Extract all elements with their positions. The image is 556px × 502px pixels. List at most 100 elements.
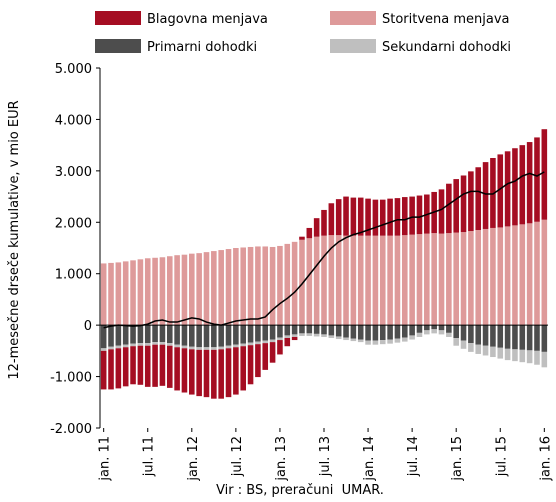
bar [233, 248, 239, 326]
bar [255, 344, 261, 378]
bar [321, 334, 327, 337]
bar [240, 346, 247, 391]
y-tick-label: 0 [84, 319, 92, 334]
bar [233, 344, 239, 348]
bar [468, 231, 474, 326]
bar [196, 325, 202, 348]
bar [482, 228, 489, 326]
bar [284, 338, 291, 347]
bar [475, 167, 482, 230]
bar [233, 325, 239, 345]
bar [218, 325, 224, 347]
bar [475, 230, 482, 326]
bar [321, 209, 327, 236]
bar [328, 235, 335, 326]
bar [218, 250, 224, 326]
bar [482, 162, 489, 229]
bar [431, 329, 437, 334]
bar [269, 246, 276, 326]
y-axis-title: 12-mesečne drseče kumulative, v mio EUR [7, 100, 22, 379]
bar [387, 235, 393, 326]
y-tick-label: 1.000 [55, 268, 92, 283]
bar [335, 336, 342, 340]
bar [512, 148, 518, 226]
bar [284, 335, 291, 338]
bar [512, 225, 518, 326]
bar [196, 253, 202, 326]
bar [453, 232, 459, 326]
bar [269, 342, 276, 363]
bar [108, 349, 114, 390]
bar [122, 347, 129, 387]
bar [512, 349, 518, 362]
bar [372, 340, 379, 345]
x-tick-label: jul. 14 [406, 436, 421, 477]
bar [137, 345, 144, 385]
bar [211, 325, 217, 348]
bar [225, 348, 232, 398]
bar [255, 341, 261, 345]
bar [115, 325, 122, 346]
bar [291, 325, 298, 335]
bar [218, 346, 224, 350]
bar [401, 337, 408, 342]
bar [174, 325, 180, 345]
bar [372, 325, 379, 341]
bar [115, 345, 122, 349]
legend-swatch [95, 39, 141, 53]
bar [365, 340, 371, 345]
y-tick-label: 3.000 [55, 165, 92, 180]
bar [416, 332, 423, 337]
bar [409, 196, 415, 235]
bar [343, 196, 349, 236]
bar [512, 325, 518, 350]
bar [100, 263, 107, 326]
bar [372, 235, 379, 326]
bar [350, 197, 357, 236]
bar [196, 349, 202, 397]
bar [460, 325, 467, 341]
bar [475, 325, 482, 345]
bar [357, 325, 364, 340]
x-tick-label: jul. 15 [494, 436, 509, 477]
legend-label: Blagovna menjava [147, 12, 268, 27]
bar [438, 330, 445, 335]
bar [144, 345, 151, 387]
bar [247, 325, 254, 343]
bar [335, 235, 342, 326]
bar [189, 346, 195, 350]
bar [453, 179, 459, 233]
bar [159, 342, 166, 345]
bar [181, 325, 188, 346]
y-tick-label: -2.000 [50, 422, 92, 437]
bar [357, 339, 364, 343]
bar [122, 344, 129, 348]
x-tick-label: jul. 11 [142, 436, 157, 477]
bar [313, 333, 320, 337]
bar [335, 199, 342, 236]
bar [225, 345, 232, 349]
bar [247, 246, 254, 326]
bar [269, 325, 276, 340]
bar [438, 233, 445, 326]
bar [203, 349, 210, 398]
bar [291, 241, 298, 326]
bar [269, 339, 276, 343]
bar [519, 224, 526, 326]
bar [446, 233, 452, 326]
bar [416, 325, 423, 333]
bar [504, 325, 511, 349]
bar [534, 137, 540, 222]
bar [144, 343, 151, 346]
bar [468, 343, 474, 352]
bar [379, 340, 386, 345]
bar [409, 325, 415, 336]
bar [159, 344, 166, 386]
bar [424, 233, 430, 326]
bar [181, 254, 188, 326]
bar [379, 235, 386, 326]
bar [431, 233, 437, 326]
bar [262, 325, 269, 341]
bar [255, 325, 261, 342]
total-line [103, 171, 545, 329]
